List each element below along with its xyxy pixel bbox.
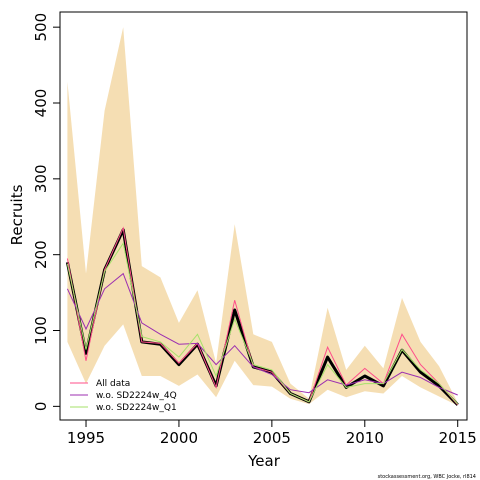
x-tick-label: 2005	[253, 429, 291, 447]
x-axis: 1995 2000 2005 2010 2015	[67, 420, 477, 447]
y-tick-label: 400	[32, 89, 50, 118]
y-tick-label: 500	[32, 13, 50, 42]
y-tick-label: 300	[32, 164, 50, 193]
credit-text: stockassessment.org, WBC Jocke, rl814	[378, 474, 476, 480]
x-tick-label: 1995	[67, 429, 105, 447]
confidence-band	[67, 27, 458, 406]
series-line-3	[66, 242, 459, 405]
legend-label-2: w.o. SD2224w_4Q	[96, 391, 177, 401]
series-line-2	[66, 272, 458, 396]
series-line-1	[66, 226, 459, 406]
y-tick-label: 0	[32, 402, 50, 412]
series-layer	[65, 226, 459, 406]
y-axis-title: Recruits	[8, 184, 26, 245]
y-tick-label: 200	[32, 240, 50, 269]
legend: All data w.o. SD2224w_4Q w.o. SD2224w_Q1	[70, 379, 177, 413]
plot-frame	[59, 11, 468, 421]
y-axis: 0 100 200 300 400 500	[32, 13, 60, 411]
x-tick-label: 2015	[439, 429, 477, 447]
y-tick-label: 100	[32, 316, 50, 345]
legend-label-3: w.o. SD2224w_Q1	[96, 403, 177, 413]
x-axis-title: Year	[247, 452, 281, 470]
legend-label-1: All data	[96, 379, 130, 389]
confidence-band-layer	[67, 27, 458, 406]
x-tick-label: 2010	[346, 429, 384, 447]
x-tick-label: 2000	[160, 429, 198, 447]
